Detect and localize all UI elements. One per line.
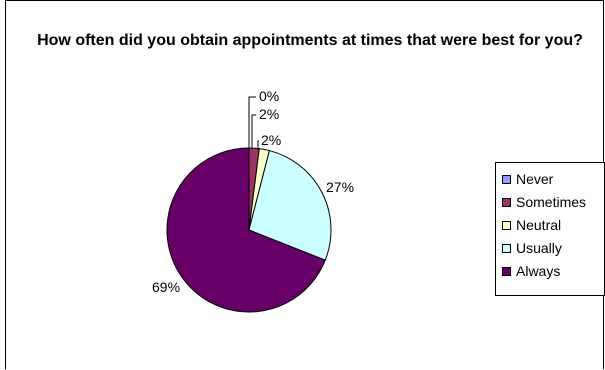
leader-line-sometimes (251, 114, 256, 148)
legend-swatch (502, 266, 511, 276)
data-label-neutral: 2% (261, 132, 281, 148)
legend-item-sometimes: Sometimes (502, 193, 586, 211)
data-label-never: 0% (259, 88, 279, 104)
legend-swatch (502, 220, 511, 230)
legend-label: Sometimes (516, 194, 587, 210)
legend-item-always: Always (502, 262, 560, 280)
chart-title: How often did you obtain appointments at… (37, 32, 583, 49)
legend-item-usually: Usually (502, 239, 562, 257)
pie-slice-usually (248, 149, 332, 261)
legend-label: Usually (516, 240, 562, 256)
legend-item-neutral: Neutral (502, 216, 561, 234)
legend-item-never: Never (502, 170, 553, 188)
legend-label: Neutral (516, 217, 562, 233)
data-label-sometimes: 2% (259, 106, 279, 122)
leader-line-neutral (257, 140, 259, 150)
pie-slice-always (166, 147, 326, 313)
legend-swatch (502, 243, 511, 253)
legend-swatch (502, 197, 511, 207)
legend-label: Always (516, 263, 561, 279)
data-label-always: 69% (152, 279, 180, 295)
legend-swatch (502, 174, 511, 184)
leader-line-never (248, 96, 256, 148)
data-label-usually: 27% (326, 179, 354, 195)
legend-label: Never (516, 171, 554, 187)
chart-legend: Never Sometimes Neutral Usually Always (495, 162, 605, 296)
